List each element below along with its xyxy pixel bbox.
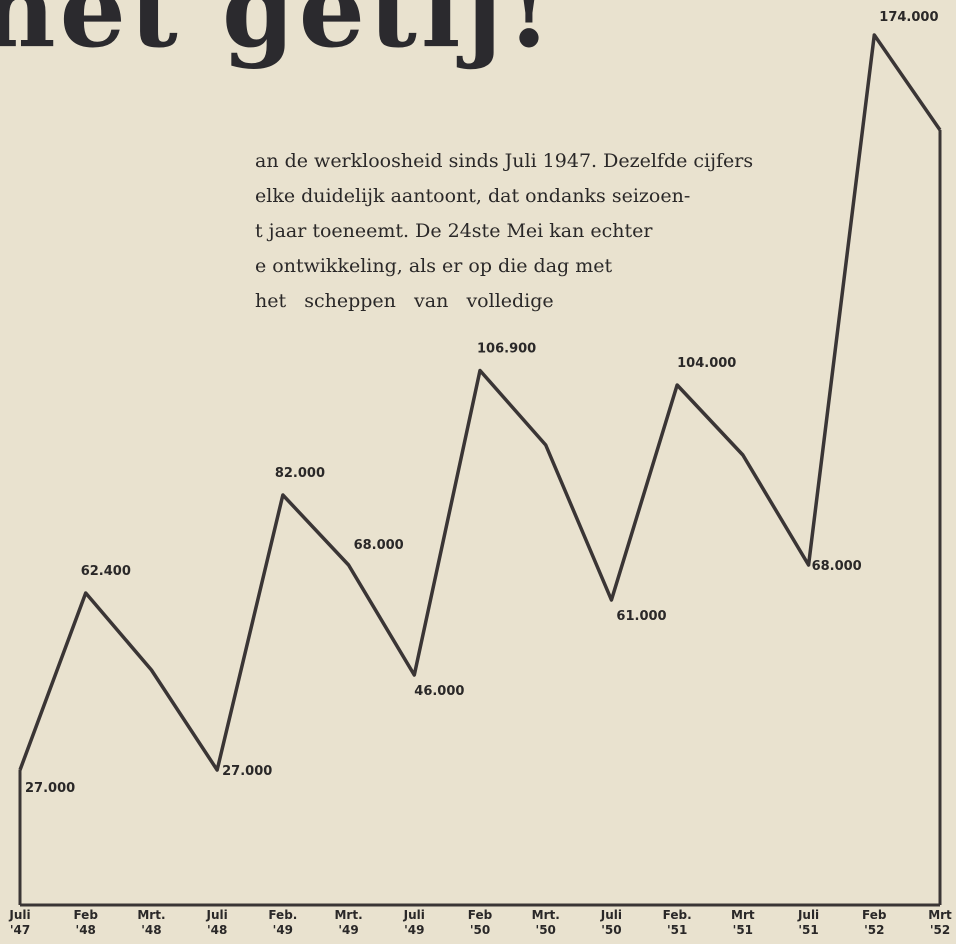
x-tick-label: Mrt. '49 <box>324 908 374 938</box>
x-tick-label: Feb '50 <box>455 908 505 938</box>
value-label: 62.400 <box>81 564 131 579</box>
x-tick-label: Juli '51 <box>784 908 834 938</box>
x-tick-label: Mrt. '50 <box>521 908 571 938</box>
value-label: 27.000 <box>25 781 75 796</box>
x-tick-label: Juli '47 <box>0 908 45 938</box>
data-line <box>20 35 940 770</box>
value-label: 106.900 <box>477 342 536 357</box>
x-tick-label: Juli '48 <box>192 908 242 938</box>
chart: 27.000 62.400 27.000 82.000 68.000 46.000 106.… <box>0 0 956 944</box>
value-label: 46.000 <box>414 684 464 699</box>
value-label: 82.000 <box>275 466 325 481</box>
value-label: 68.000 <box>354 538 404 553</box>
x-tick-label: Mrt. '48 <box>126 908 176 938</box>
value-label: 27.000 <box>222 764 272 779</box>
x-tick-label: Feb '52 <box>849 908 899 938</box>
value-label: 104.000 <box>677 356 736 371</box>
x-tick-label: Mrt '51 <box>718 908 768 938</box>
x-tick-label: Feb. '49 <box>258 908 308 938</box>
x-tick-label: Feb '48 <box>61 908 111 938</box>
x-tick-label: Juli '50 <box>586 908 636 938</box>
page: het getij! an de werkloosheid sinds Juli… <box>0 0 956 944</box>
x-tick-label: Juli '49 <box>389 908 439 938</box>
value-label: 61.000 <box>616 609 666 624</box>
x-tick-label: Feb. '51 <box>652 908 702 938</box>
x-tick-label: Mrt '52 <box>915 908 956 938</box>
value-label: 68.000 <box>812 559 862 574</box>
value-label: 174.000 <box>879 10 938 25</box>
